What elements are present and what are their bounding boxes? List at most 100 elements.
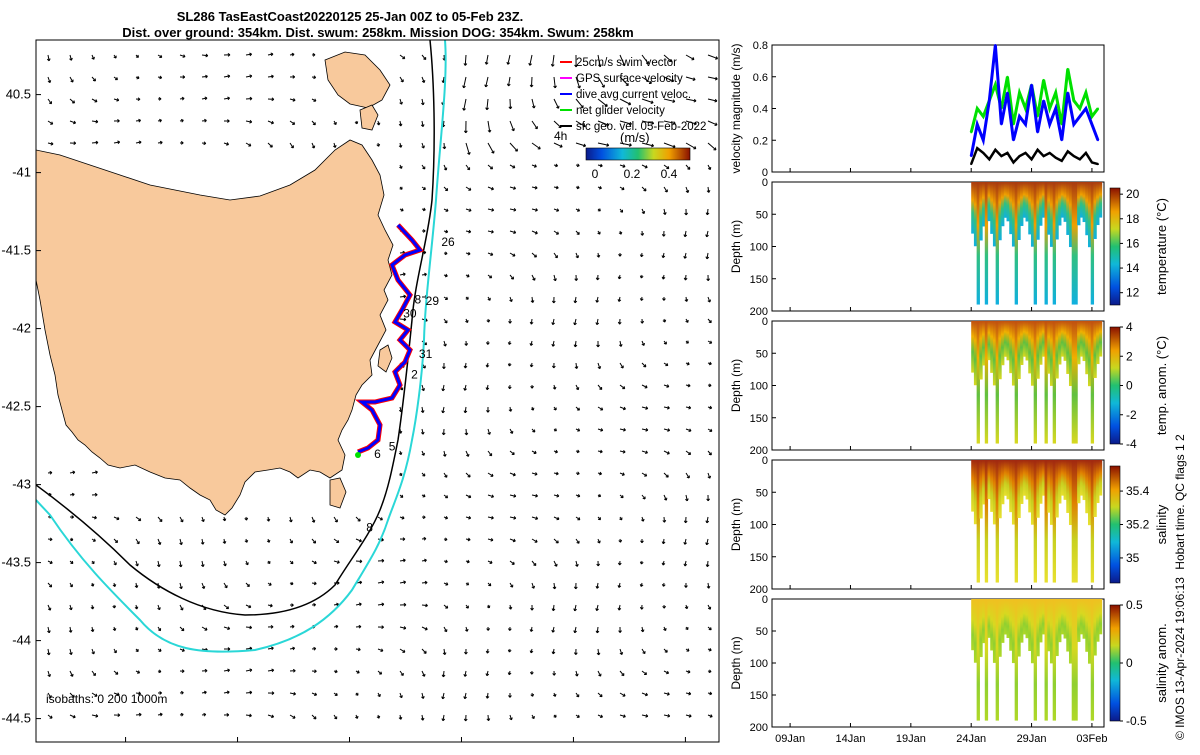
velocity-point	[1049, 152, 1051, 154]
title-line2: Dist. over ground: 354km. Dist. swum: 25…	[122, 25, 634, 40]
depth-ylabel: Depth (m)	[729, 359, 743, 412]
credit-line: © IMOS 13-Apr-2024 19:06:13	[1173, 577, 1187, 740]
velocity-point	[1085, 108, 1087, 110]
colorbar-tick-label: 0.5	[1126, 598, 1143, 612]
velocity-point	[1031, 158, 1033, 160]
velocity-ytick-label: 0.6	[753, 72, 768, 84]
colorbar-tick-label: 4	[1126, 320, 1133, 334]
credit-text: © IMOS 13-Apr-2024 19:06:13 Hobart time.…	[1173, 434, 1187, 740]
day-label: 29	[426, 294, 440, 308]
section-colorbar	[1110, 188, 1120, 305]
legend-gps: GPS surface velocity	[576, 73, 683, 85]
velocity-point	[982, 152, 984, 154]
velocity-point	[1025, 108, 1027, 110]
velocity-point	[1091, 161, 1093, 163]
colorbar-tick-label: 12	[1126, 286, 1140, 300]
velocity-point	[1006, 76, 1008, 78]
depth-tick-label: 150	[750, 552, 768, 564]
legend-net: net glider velocity	[576, 105, 665, 117]
colorbar-tick-label: 35.2	[1126, 518, 1150, 532]
title-line1: SL286 TasEastCoast20220125 25-Jan 00Z to…	[177, 9, 524, 24]
depth-tick-label: 150	[750, 413, 768, 425]
depth-tick-label: 0	[762, 177, 768, 189]
time-tick-label: 19Jan	[896, 733, 926, 745]
colorbar-unit: (m/s)	[620, 130, 650, 145]
velocity-point	[994, 44, 996, 46]
colorbar-tick-label: 18	[1126, 212, 1140, 226]
depth-tick-label: 100	[750, 242, 768, 254]
colorbar-tick-label: 16	[1126, 236, 1140, 250]
velocity-point	[1006, 152, 1008, 154]
velocity-point	[1049, 123, 1051, 125]
velocity-point	[1049, 108, 1051, 110]
velocity-point	[976, 108, 978, 110]
map-ytick-label: -43	[12, 477, 31, 492]
velocity-point	[1085, 152, 1087, 154]
depth-tick-label: 50	[756, 487, 768, 499]
map-ytick-label: -41	[12, 165, 31, 180]
time-tick-label: 03Feb	[1076, 733, 1107, 745]
colorbar-tick-label: 0	[1126, 656, 1133, 670]
colorbar-label: salinity anom.	[1154, 623, 1169, 702]
velocity-point	[994, 84, 996, 86]
velocity-point	[1097, 163, 1099, 165]
velocity-point	[994, 149, 996, 151]
colorbar-tick-label: -2	[1126, 408, 1137, 422]
colorbar-tick-label: 20	[1126, 187, 1140, 201]
day-label: 8	[366, 520, 373, 534]
velocity-ylabel: velocity magnitude (m/s)	[729, 43, 743, 173]
velocity-point	[1000, 155, 1002, 157]
depth-tick-label: 100	[750, 658, 768, 670]
depth-tick-label: 50	[756, 348, 768, 360]
colorbar-tick-label: 35	[1126, 551, 1140, 565]
velocity-ytick-label: 0.4	[753, 104, 768, 116]
time-tick-label: 14Jan	[835, 733, 865, 745]
velocity-point	[1018, 92, 1020, 94]
velocity-point	[1097, 139, 1099, 141]
velocity-point	[1079, 108, 1081, 110]
day-label: 30	[403, 307, 417, 321]
velocity-point	[1025, 123, 1027, 125]
velocity-point	[1012, 161, 1014, 163]
velocity-point	[970, 163, 972, 165]
map-ytick-label: -44.5	[1, 711, 31, 726]
velocity-point	[1073, 155, 1075, 157]
section-cell	[1099, 321, 1102, 357]
qc-note: Hobart time. QC flags 1 2	[1173, 434, 1187, 570]
section-colorbar	[1110, 605, 1120, 721]
depth-tick-label: 50	[756, 626, 768, 638]
velocity-point	[1043, 100, 1045, 102]
depth-tick-label: 0	[762, 594, 768, 606]
colorbar-tick-label: 0	[1126, 379, 1133, 393]
day-label: 5	[389, 439, 396, 453]
depth-tick-label: 100	[750, 381, 768, 393]
velocity-point	[970, 155, 972, 157]
depth-ylabel: Depth (m)	[729, 220, 743, 273]
velocity-point	[1006, 92, 1008, 94]
depth-tick-label: 200	[750, 722, 768, 734]
day-label: 8	[414, 293, 421, 307]
map-cbar-tick-0: 0	[592, 167, 599, 181]
map-ytick-label: -43.5	[1, 555, 31, 570]
velocity-point	[1025, 152, 1027, 154]
map-ytick-label: -42.5	[1, 399, 31, 414]
velocity-point	[1091, 123, 1093, 125]
velocity-point	[1043, 155, 1045, 157]
section-colorbar	[1110, 327, 1120, 444]
day-label: 26	[441, 235, 455, 249]
velocity-point	[1091, 115, 1093, 117]
velocity-point	[1067, 150, 1069, 152]
map-ytick-label: -41.5	[1, 243, 31, 258]
velocity-point	[1055, 92, 1057, 94]
colorbar-tick-label: 14	[1126, 261, 1140, 275]
velocity-point	[1067, 68, 1069, 70]
section-cell	[1099, 599, 1102, 634]
velocity-point	[976, 123, 978, 125]
velocity-arrow	[531, 77, 532, 87]
track-end-marker	[355, 452, 361, 458]
depth-tick-label: 0	[762, 455, 768, 467]
time-tick-label: 09Jan	[775, 733, 805, 745]
